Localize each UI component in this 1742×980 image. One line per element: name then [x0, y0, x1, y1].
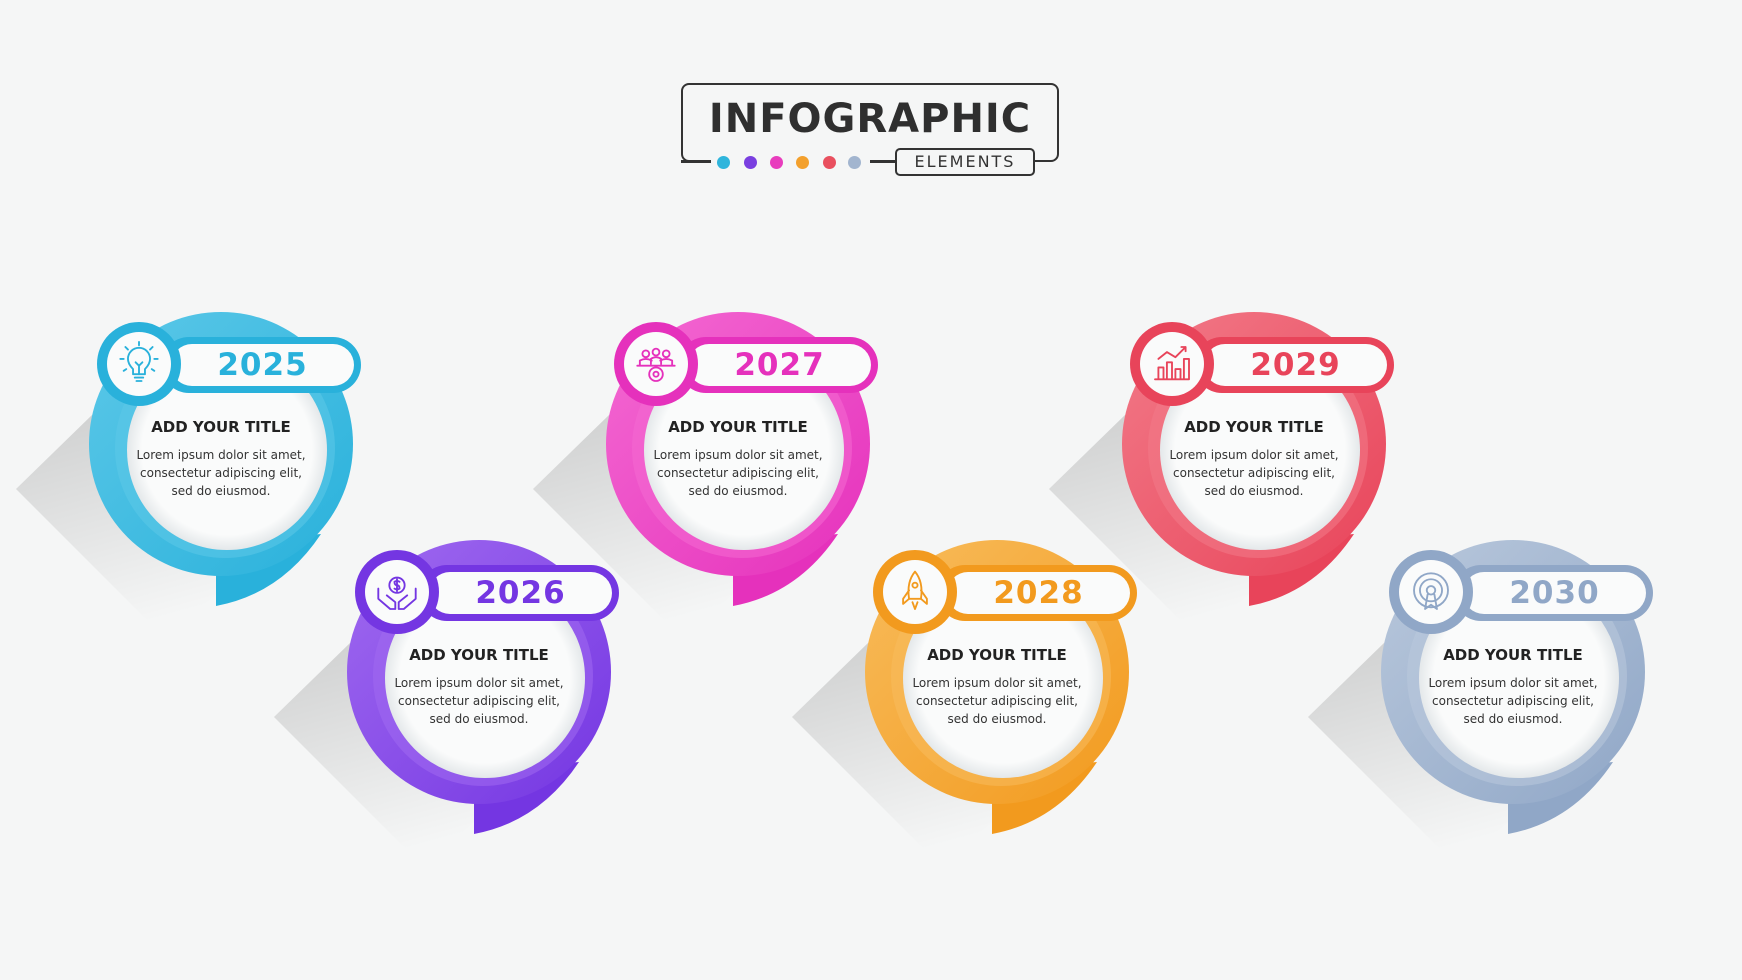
card-graphic [274, 540, 619, 867]
year-pill-inner [1463, 572, 1646, 614]
body-line: consectetur adipiscing elit, [1432, 694, 1594, 708]
card-title: ADD YOUR TITLE [668, 418, 808, 436]
year-label: 2025 [217, 347, 308, 383]
inner-circle [385, 578, 585, 778]
money-hands-icon [377, 576, 417, 610]
year-label: 2026 [475, 575, 566, 611]
body-line: Lorem ipsum dolor sit amet, [1428, 676, 1598, 690]
frame-line-left [681, 160, 711, 163]
card-graphic [1049, 312, 1394, 639]
card-body: Lorem ipsum dolor sit amet, consectetur … [887, 674, 1107, 728]
body-line: consectetur adipiscing elit, [1173, 466, 1335, 480]
team-gear-icon [636, 347, 676, 382]
year-pill-inner [947, 572, 1130, 614]
timeline-card: 2029 ADD YOUR TITLE Lorem ipsum dolor si… [1049, 284, 1414, 639]
body-line: sed do eiusmod. [171, 484, 271, 498]
body-line: sed do eiusmod. [1204, 484, 1304, 498]
year-label: 2027 [734, 347, 825, 383]
icon-badge-inner [624, 332, 688, 396]
timeline-card: 2028 ADD YOUR TITLE Lorem ipsum dolor si… [792, 512, 1157, 867]
body-line: Lorem ipsum dolor sit amet, [394, 676, 564, 690]
body-line: consectetur adipiscing elit, [140, 466, 302, 480]
body-line: consectetur adipiscing elit, [916, 694, 1078, 708]
inner-circle [1160, 350, 1360, 550]
main-title: INFOGRAPHIC [708, 96, 1032, 142]
body-line: consectetur adipiscing elit, [398, 694, 560, 708]
year-label: 2029 [1250, 347, 1341, 383]
body-line: sed do eiusmod. [1463, 712, 1563, 726]
icon-badge-inner [1399, 560, 1463, 624]
timeline-card: 2025 ADD YOUR TITLE Lorem ipsum dolor si… [16, 284, 381, 639]
color-dot [796, 156, 809, 169]
body-line: sed do eiusmod. [947, 712, 1047, 726]
card-title: ADD YOUR TITLE [1443, 646, 1583, 664]
bar-chart-icon [1154, 346, 1190, 381]
card-graphic [1308, 540, 1653, 867]
year-pill-inner [1204, 344, 1387, 386]
card-graphic [533, 312, 878, 639]
icon-badge-inner [883, 560, 947, 624]
card-title: ADD YOUR TITLE [927, 646, 1067, 664]
card-body: Lorem ipsum dolor sit amet, consectetur … [628, 446, 848, 500]
target-signal-icon [1413, 572, 1449, 610]
card-body: Lorem ipsum dolor sit amet, consectetur … [1403, 674, 1623, 728]
color-dot [717, 156, 730, 169]
frame-line-mid [870, 160, 896, 163]
timeline-card: 2030 ADD YOUR TITLE Lorem ipsum dolor si… [1308, 512, 1673, 867]
timeline-card: 2026 ADD YOUR TITLE Lorem ipsum dolor si… [274, 512, 639, 867]
rocket-icon [902, 570, 928, 610]
inner-circle [903, 578, 1103, 778]
card-title: ADD YOUR TITLE [1184, 418, 1324, 436]
timeline-card: 2027 ADD YOUR TITLE Lorem ipsum dolor si… [533, 284, 898, 639]
color-dot [823, 156, 836, 169]
color-dot [744, 156, 757, 169]
year-label: 2028 [993, 575, 1084, 611]
card-body: Lorem ipsum dolor sit amet, consectetur … [1144, 446, 1364, 500]
subtitle-badge: ELEMENTS [895, 148, 1035, 176]
header: INFOGRAPHIC ELEMENTS [0, 0, 1742, 200]
inner-circle [644, 350, 844, 550]
body-line: sed do eiusmod. [429, 712, 529, 726]
card-title: ADD YOUR TITLE [409, 646, 549, 664]
card-body: Lorem ipsum dolor sit amet, consectetur … [369, 674, 589, 728]
inner-circle [127, 350, 327, 550]
year-pill-inner [429, 572, 612, 614]
year-pill-inner [688, 344, 871, 386]
card-body: Lorem ipsum dolor sit amet, consectetur … [111, 446, 331, 500]
lightbulb-icon [119, 340, 159, 382]
card-title: ADD YOUR TITLE [151, 418, 291, 436]
icon-badge-inner [107, 332, 171, 396]
body-line: consectetur adipiscing elit, [657, 466, 819, 480]
color-dot [770, 156, 783, 169]
body-line: sed do eiusmod. [688, 484, 788, 498]
year-label: 2030 [1509, 575, 1600, 611]
body-line: Lorem ipsum dolor sit amet, [136, 448, 306, 462]
card-graphic [792, 540, 1137, 867]
body-line: Lorem ipsum dolor sit amet, [1169, 448, 1339, 462]
card-graphic [16, 312, 361, 639]
year-pill-inner [171, 344, 354, 386]
color-dot [848, 156, 861, 169]
inner-circle [1419, 578, 1619, 778]
frame-gap [690, 155, 890, 169]
body-line: Lorem ipsum dolor sit amet, [912, 676, 1082, 690]
body-line: Lorem ipsum dolor sit amet, [653, 448, 823, 462]
